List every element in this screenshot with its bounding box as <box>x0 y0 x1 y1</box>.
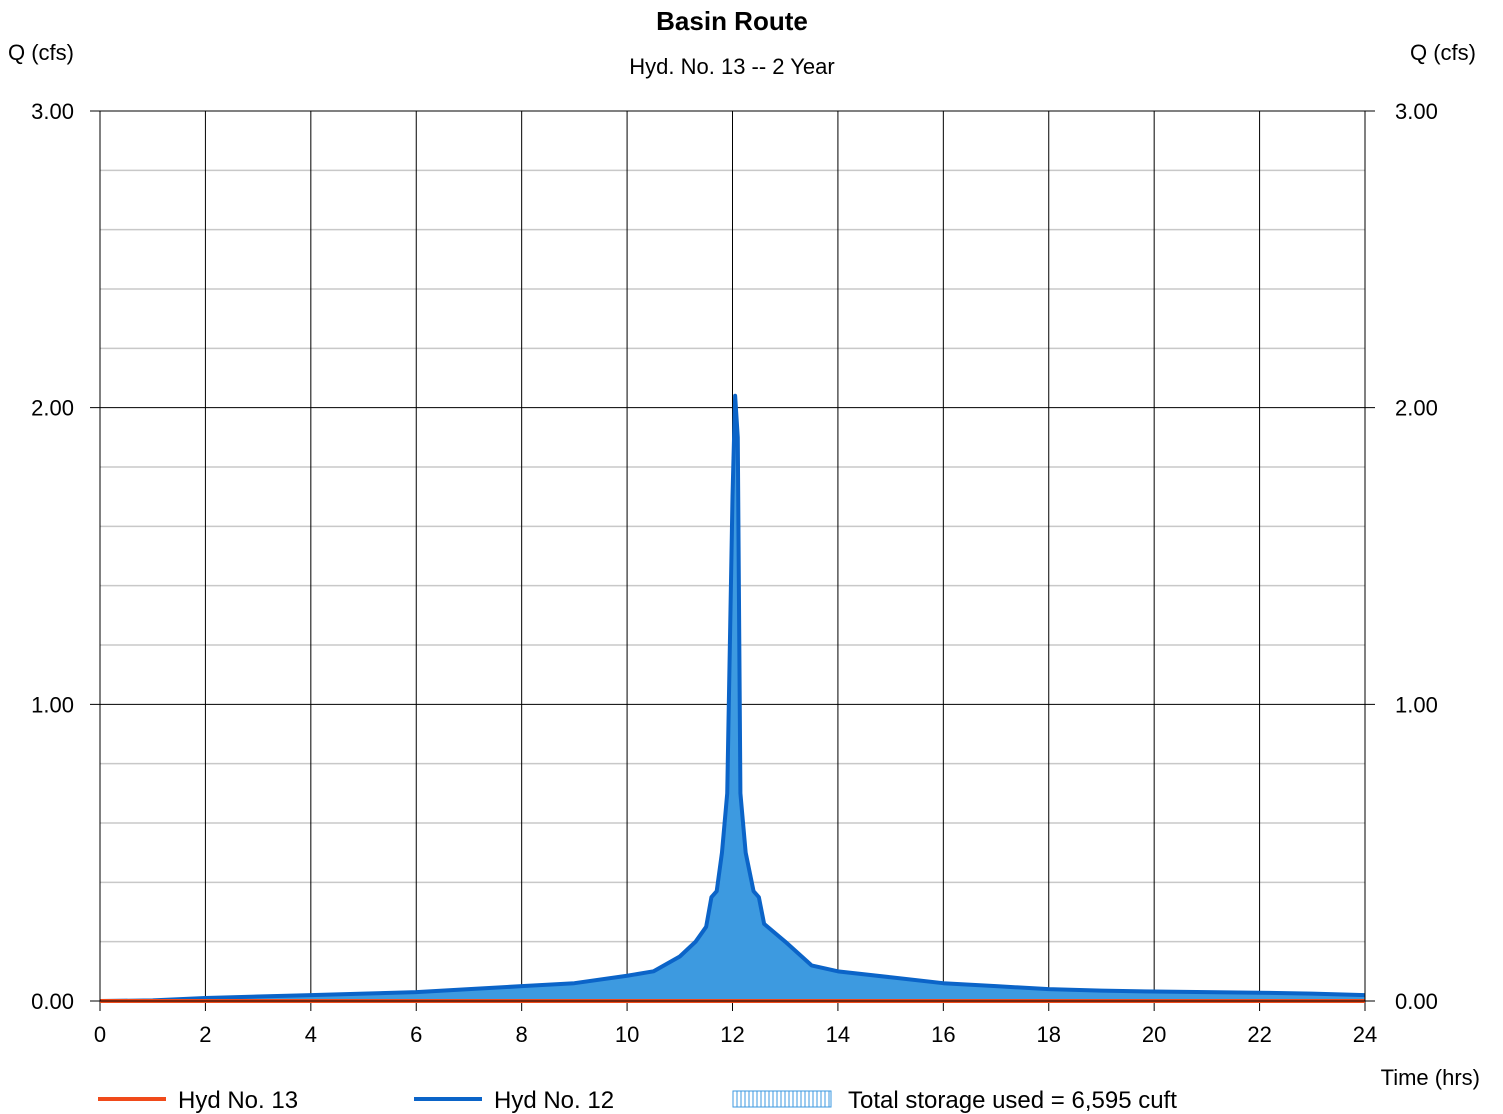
y-tick-label-left: 1.00 <box>31 692 74 717</box>
tick-labels: 0 2 4 6 8 10 12 14 16 18 20 22 240.00 0.001.00 1.002.0… <box>31 99 1438 1047</box>
x-tick-label: 8 <box>516 1022 528 1047</box>
x-tick-label: 16 <box>931 1022 955 1047</box>
x-tick-label: 4 <box>305 1022 317 1047</box>
legend-label-hyd-13: Hyd No. 13 <box>178 1087 298 1114</box>
x-tick-label: 14 <box>826 1022 850 1047</box>
axes <box>99 110 1366 1002</box>
storage-area <box>100 395 1365 1001</box>
y-tick-label-left: 0.00 <box>31 989 74 1014</box>
chart-title: Basin Route <box>656 6 808 36</box>
y-tick-label-right: 0.00 <box>1395 989 1438 1014</box>
x-tick-label: 6 <box>410 1022 422 1047</box>
x-tick-label: 24 <box>1353 1022 1377 1047</box>
y-tick-label-right: 3.00 <box>1395 99 1438 124</box>
x-tick-label: 12 <box>720 1022 744 1047</box>
chart-subtitle: Hyd. No. 13 -- 2 Year <box>629 54 834 79</box>
legend-label-storage: Total storage used = 6,595 cuft <box>848 1087 1177 1114</box>
x-tick-label: 0 <box>94 1022 106 1047</box>
series-line-hyd-12 <box>99 393 1366 1003</box>
legend-swatch-storage <box>732 1090 832 1108</box>
series-layer <box>99 393 1366 1003</box>
x-axis-label: Time (hrs) <box>1381 1065 1480 1090</box>
plot-frame <box>99 110 1366 1002</box>
y-axis-label-right: Q (cfs) <box>1410 40 1476 65</box>
y-tick-label-left: 3.00 <box>31 99 74 124</box>
legend-label-hyd-12: Hyd No. 12 <box>494 1087 614 1114</box>
x-tick-label: 10 <box>615 1022 639 1047</box>
x-tick-label: 2 <box>199 1022 211 1047</box>
y-tick-label-right: 1.00 <box>1395 692 1438 717</box>
y-tick-label-right: 2.00 <box>1395 396 1438 421</box>
legend: Hyd No. 13 Hyd No. 12 Total storage used… <box>98 1087 1177 1114</box>
y-axis-label-left: Q (cfs) <box>8 40 74 65</box>
x-tick-label: 20 <box>1142 1022 1166 1047</box>
x-tick-label: 22 <box>1247 1022 1271 1047</box>
y-tick-label-left: 2.00 <box>31 396 74 421</box>
x-tick-label: 18 <box>1037 1022 1061 1047</box>
